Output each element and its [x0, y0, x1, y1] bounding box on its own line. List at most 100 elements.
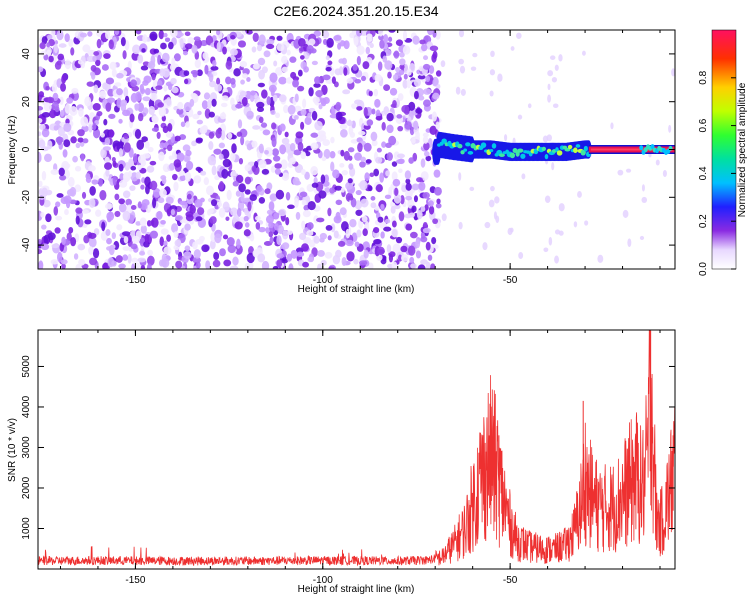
noise-blob: [379, 172, 385, 183]
noise-blob: [229, 265, 239, 269]
noise-blob: [408, 157, 414, 164]
spectrogram-signal-band: [432, 131, 675, 166]
noise-blob: [356, 45, 365, 55]
noise-blob: [257, 253, 266, 263]
noise-blob: [78, 259, 86, 266]
noise-blob: [423, 142, 430, 151]
noise-blob: [122, 190, 131, 199]
noise-blob: [330, 136, 335, 144]
noise-blob: [352, 64, 358, 71]
noise-blob: [216, 30, 221, 36]
noise-blob: [130, 165, 137, 171]
noise-blob: [402, 45, 411, 55]
noise-blob: [318, 190, 327, 199]
noise-blob: [384, 218, 391, 224]
noise-blob: [251, 30, 261, 33]
noise-blob: [176, 108, 184, 115]
noise-blob: [270, 110, 276, 116]
noise-blob: [435, 121, 440, 130]
noise-blob: [235, 103, 243, 109]
noise-blob: [179, 200, 188, 206]
noise-blob: [274, 163, 282, 169]
noise-blob: [349, 131, 356, 138]
noise-blob: [122, 246, 131, 251]
noise-blob: [279, 123, 286, 132]
noise-blob: [350, 139, 359, 144]
noise-blob: [149, 180, 158, 191]
snr-ytick-label: 2000: [21, 476, 32, 499]
noise-blob: [402, 79, 408, 89]
noise-blob: [137, 154, 146, 164]
signal-hot: [441, 138, 447, 144]
noise-blob: [374, 74, 382, 82]
noise-blob: [137, 54, 144, 64]
noise-blob: [155, 85, 163, 90]
noise-blob: [232, 180, 239, 187]
noise-blob: [159, 236, 165, 247]
noise-blob: [422, 135, 429, 144]
noise-blob: [353, 258, 359, 265]
noise-blob: [276, 43, 285, 52]
noise-blob: [167, 83, 173, 91]
noise-blob: [354, 79, 362, 84]
noise-blob: [105, 77, 115, 85]
noise-blob: [272, 94, 278, 102]
noise-blob: [405, 182, 412, 191]
noise-blob: [193, 36, 201, 42]
spectrogram-xtick-label: -100: [313, 275, 333, 286]
noise-blob-faint: [554, 64, 559, 71]
noise-blob: [349, 218, 357, 228]
noise-blob: [209, 216, 217, 225]
noise-blob: [43, 102, 52, 112]
noise-blob: [321, 156, 327, 162]
noise-blob: [325, 224, 333, 231]
noise-blob: [101, 221, 106, 232]
noise-blob: [53, 43, 58, 54]
noise-blob: [151, 115, 159, 124]
noise-blob: [429, 263, 436, 269]
noise-blob: [411, 183, 420, 191]
noise-blob: [310, 132, 319, 138]
noise-blob: [163, 84, 168, 92]
noise-blob: [363, 142, 372, 152]
noise-blob-faint: [542, 135, 549, 143]
noise-blob: [334, 185, 343, 191]
noise-blob: [137, 102, 144, 113]
noise-blob: [307, 201, 316, 211]
noise-blob: [90, 71, 96, 80]
noise-blob: [140, 265, 146, 269]
noise-blob: [214, 84, 223, 92]
noise-blob: [342, 89, 351, 95]
noise-blob: [220, 130, 226, 141]
noise-blob: [363, 107, 368, 117]
noise-blob: [405, 195, 413, 201]
saturated-band-core: [590, 148, 673, 151]
noise-blob: [112, 175, 117, 186]
noise-blob: [95, 209, 102, 217]
noise-blob: [297, 37, 306, 47]
noise-blob: [147, 146, 154, 153]
noise-blob: [361, 75, 367, 82]
noise-blob: [399, 52, 405, 58]
noise-blob: [84, 219, 92, 225]
noise-blob: [196, 69, 203, 77]
snr-ytick-label: 1000: [21, 517, 32, 540]
noise-blob: [199, 126, 208, 134]
noise-blob: [383, 226, 392, 232]
noise-blob: [313, 177, 318, 185]
noise-blob: [46, 34, 53, 40]
noise-blob: [275, 189, 285, 200]
noise-blob: [260, 122, 268, 128]
noise-blob-faint: [551, 162, 555, 171]
noise-blob: [179, 174, 186, 182]
noise-blob: [132, 44, 141, 55]
noise-blob: [264, 149, 269, 155]
spectrogram-y-label: Frequency (Hz): [7, 116, 18, 185]
noise-blob: [140, 225, 147, 234]
noise-blob: [147, 61, 156, 70]
noise-blob: [53, 206, 59, 216]
noise-blob-faint: [507, 227, 513, 236]
noise-blob: [297, 85, 305, 92]
noise-blob: [185, 121, 190, 128]
noise-blob: [375, 184, 383, 193]
